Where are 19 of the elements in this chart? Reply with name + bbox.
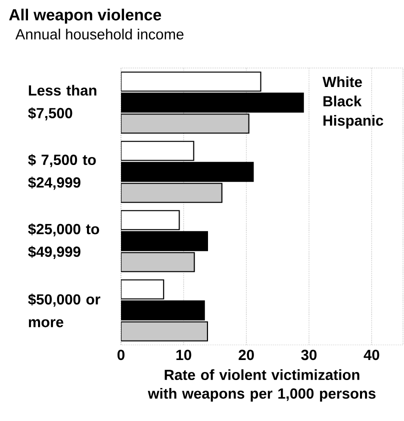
bar	[121, 321, 208, 342]
x-axis-title: Rate of violent victimization with weapons per 1,000 persons	[148, 369, 376, 402]
y-tick-label: $50,000 or more	[28, 294, 100, 328]
x-tick-label: 10	[176, 350, 192, 360]
text: Hispanic	[323, 114, 384, 129]
bar	[121, 252, 195, 272]
y-tick-label: Less than $7,500	[28, 84, 96, 120]
x-tick-label: 20	[238, 350, 254, 360]
chart-title: All weapon violence	[9, 8, 162, 24]
chart-subtitle: Annual household income	[15, 28, 184, 40]
x-tick-label: 30	[301, 350, 317, 360]
bar	[121, 114, 250, 134]
text: White	[322, 76, 362, 88]
bar	[121, 182, 222, 203]
series-label: Black	[323, 96, 362, 106]
y-tick-label: $ 7,500 to $24,999	[28, 154, 96, 190]
x-tick-label: 40	[364, 350, 380, 360]
x-tick-label: 0	[118, 350, 124, 360]
y-tick-label: $25,000 to $49,999	[28, 223, 100, 260]
